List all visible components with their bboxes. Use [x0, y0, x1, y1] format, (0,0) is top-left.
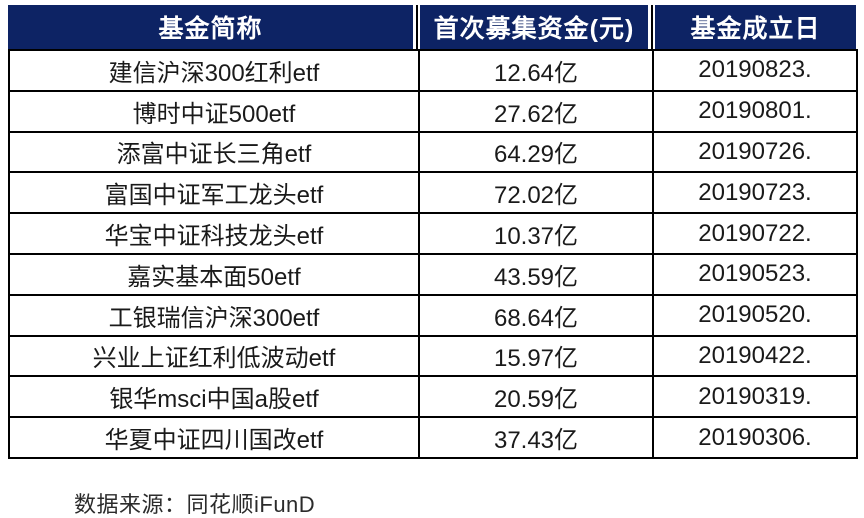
- table-row: 银华msci中国a股etf 20.59亿 20190319.: [8, 375, 858, 419]
- cell-raised-funds: 72.02亿: [418, 171, 654, 215]
- cell-founded-date: 20190723.: [652, 171, 858, 215]
- cell-fund-name: 工银瑞信沪深300etf: [8, 293, 420, 337]
- table-row: 博时中证500etf 27.62亿 20190801.: [8, 89, 858, 133]
- table-row: 建信沪深300红利etf 12.64亿 20190823.: [8, 49, 858, 92]
- cell-raised-funds: 10.37亿: [418, 212, 654, 255]
- cell-fund-name: 添富中证长三角etf: [8, 130, 420, 174]
- cell-raised-funds: 15.97亿: [418, 334, 654, 378]
- cell-raised-funds: 37.43亿: [418, 416, 654, 459]
- header-divider: [648, 5, 655, 49]
- cell-raised-funds: 27.62亿: [418, 89, 654, 133]
- cell-founded-date: 20190319.: [652, 375, 858, 419]
- cell-founded-date: 20190722.: [652, 212, 858, 255]
- cell-fund-name: 博时中证500etf: [8, 89, 420, 133]
- table-row: 兴业上证红利低波动etf 15.97亿 20190422.: [8, 334, 858, 378]
- cell-founded-date: 20190520.: [652, 293, 858, 337]
- cell-founded-date: 20190306.: [652, 416, 858, 459]
- header-cell-founded-date: 基金成立日: [655, 5, 856, 49]
- cell-fund-name: 嘉实基本面50etf: [8, 252, 420, 296]
- cell-raised-funds: 12.64亿: [418, 49, 654, 92]
- cell-fund-name: 华宝中证科技龙头etf: [8, 212, 420, 255]
- cell-fund-name: 兴业上证红利低波动etf: [8, 334, 420, 378]
- cell-raised-funds: 64.29亿: [418, 130, 654, 174]
- cell-raised-funds: 20.59亿: [418, 375, 654, 419]
- data-source-caption: 数据来源：同花顺iFunD: [74, 492, 316, 517]
- cell-founded-date: 20190523.: [652, 252, 858, 296]
- table-row: 华宝中证科技龙头etf 10.37亿 20190722.: [8, 212, 858, 255]
- header-divider: [413, 5, 420, 49]
- cell-fund-name: 建信沪深300红利etf: [8, 49, 420, 92]
- table-row: 富国中证军工龙头etf 72.02亿 20190723.: [8, 171, 858, 215]
- table-row: 华夏中证四川国改etf 37.43亿 20190306.: [8, 416, 858, 459]
- header-cell-raised-funds: 首次募集资金(元): [420, 5, 648, 49]
- table-row: 嘉实基本面50etf 43.59亿 20190523.: [8, 252, 858, 296]
- table-row: 工银瑞信沪深300etf 68.64亿 20190520.: [8, 293, 858, 337]
- table-header-row: 基金简称 首次募集资金(元) 基金成立日: [8, 5, 856, 49]
- cell-raised-funds: 43.59亿: [418, 252, 654, 296]
- cell-raised-funds: 68.64亿: [418, 293, 654, 337]
- header-cell-fund-name: 基金简称: [8, 5, 413, 49]
- cell-fund-name: 银华msci中国a股etf: [8, 375, 420, 419]
- cell-fund-name: 华夏中证四川国改etf: [8, 416, 420, 459]
- table-row: 添富中证长三角etf 64.29亿 20190726.: [8, 130, 858, 174]
- header-divider-line: [650, 5, 653, 49]
- cell-fund-name: 富国中证军工龙头etf: [8, 171, 420, 215]
- table-body: 建信沪深300红利etf 12.64亿 20190823. 博时中证500etf…: [8, 49, 858, 459]
- cell-founded-date: 20190801.: [652, 89, 858, 133]
- header-divider-line: [415, 5, 418, 49]
- cell-founded-date: 20190726.: [652, 130, 858, 174]
- fund-table: 基金简称 首次募集资金(元) 基金成立日 建信沪深300红利etf 12.64亿…: [8, 5, 858, 459]
- cell-founded-date: 20190422.: [652, 334, 858, 378]
- cell-founded-date: 20190823.: [652, 49, 858, 92]
